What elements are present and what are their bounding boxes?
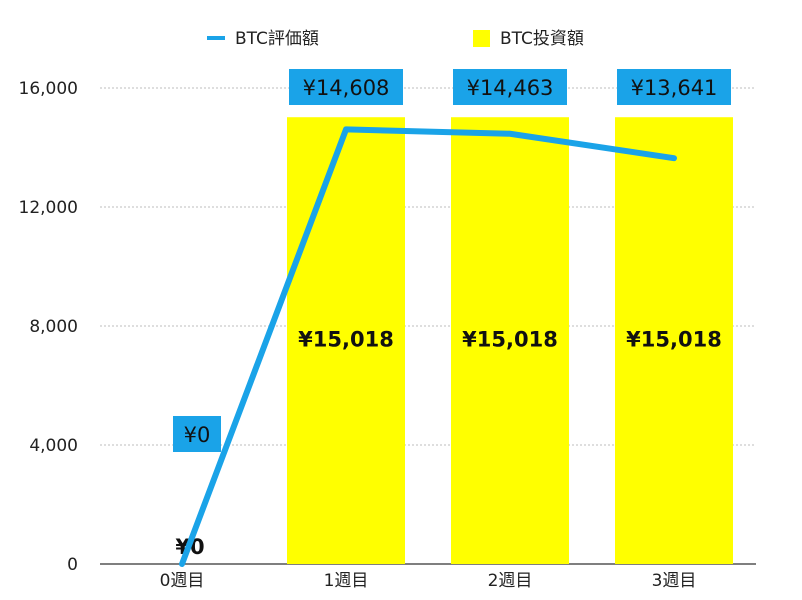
- legend-label-line: BTC評価額: [235, 29, 319, 49]
- y-tick-label: 16,000: [19, 79, 78, 99]
- line-data-label-box: [453, 69, 567, 105]
- legend: BTC評価額 BTC投資額: [207, 29, 584, 49]
- y-tick-label: 8,000: [29, 317, 78, 337]
- x-tick-label: 0週目: [160, 571, 205, 591]
- line-data-label: ¥13,641: [617, 69, 731, 105]
- bar-data-label: ¥15,018: [626, 328, 722, 352]
- line-data-label-box: [173, 416, 221, 452]
- legend-label-bar: BTC投資額: [500, 29, 584, 49]
- bar-data-label: ¥15,018: [298, 328, 394, 352]
- bars: [287, 117, 733, 564]
- line-data-label-text: ¥0: [184, 423, 211, 447]
- y-tick-label: 12,000: [19, 198, 78, 218]
- y-axis: 0 4,000 8,000 12,000 16,000: [19, 79, 78, 575]
- bar: [287, 117, 405, 564]
- line-labels: ¥0 ¥14,608 ¥14,463 ¥13,641: [173, 69, 731, 452]
- line-data-label: ¥0: [173, 416, 221, 452]
- x-tick-label: 3週目: [652, 571, 697, 591]
- bar-data-label: ¥15,018: [462, 328, 558, 352]
- legend-bar-swatch: [473, 30, 490, 47]
- line-data-label-text: ¥14,608: [303, 76, 390, 100]
- x-tick-label: 1週目: [324, 571, 369, 591]
- line-data-label-box: [617, 69, 731, 105]
- line-data-label: ¥14,463: [453, 69, 567, 105]
- x-axis: 0週目 1週目 2週目 3週目: [160, 571, 697, 591]
- line-data-label: ¥14,608: [289, 69, 403, 105]
- line-path: [179, 126, 677, 567]
- line-series: [179, 126, 677, 567]
- y-tick-label: 0: [67, 555, 78, 575]
- y-tick-label: 4,000: [29, 436, 78, 456]
- line-data-label-text: ¥13,641: [631, 76, 718, 100]
- line-data-label-text: ¥14,463: [467, 76, 554, 100]
- x-tick-label: 2週目: [488, 571, 533, 591]
- bar: [451, 117, 569, 564]
- bar-labels: ¥0 ¥15,018 ¥15,018 ¥15,018: [175, 328, 721, 559]
- bar: [615, 117, 733, 564]
- line-data-label-box: [289, 69, 403, 105]
